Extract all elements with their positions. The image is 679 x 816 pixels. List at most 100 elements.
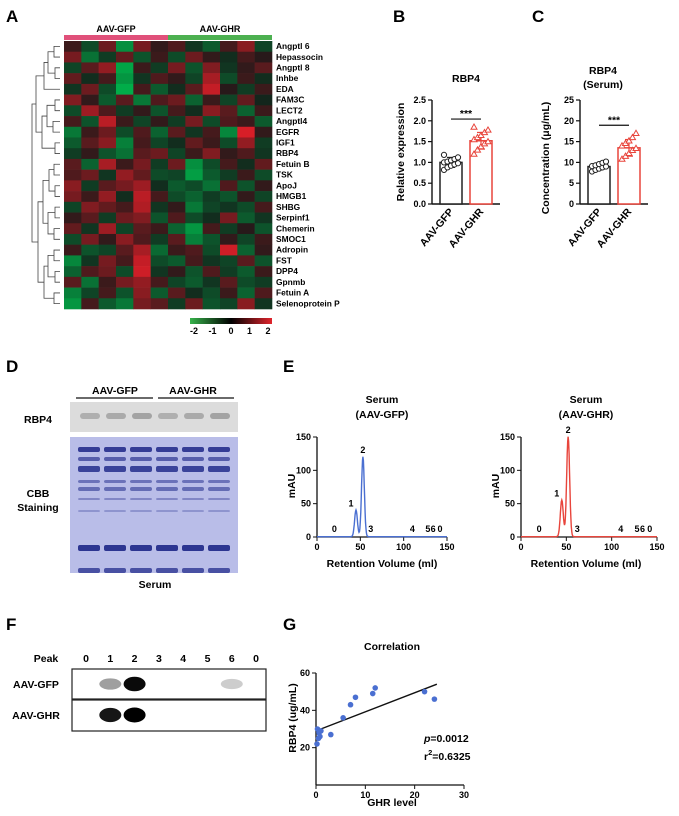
gel-band <box>182 545 204 551</box>
heatmap-cell <box>81 201 99 213</box>
heatmap-cell <box>81 276 99 288</box>
chart-c-title-line1: RBP4 <box>589 65 617 77</box>
panel-label-g: G <box>283 615 296 634</box>
regression-line <box>315 683 438 732</box>
heatmap-cell <box>150 158 169 170</box>
heatmap-cell <box>202 180 221 192</box>
data-point <box>372 685 379 691</box>
heatmap-cell <box>220 201 238 213</box>
gel-band <box>104 487 126 491</box>
heatmap-gene-label: Hepassocin <box>276 52 323 62</box>
heatmap-cell <box>254 41 273 53</box>
heatmap-cell <box>220 73 238 85</box>
heatmap-cell <box>185 201 203 213</box>
data-point <box>352 694 359 701</box>
heatmap-cell <box>168 137 186 149</box>
heatmap-cell <box>202 223 221 235</box>
heatmap-cell <box>202 126 221 138</box>
y-tick-label: 2.0 <box>413 116 426 126</box>
heatmap-cell <box>237 105 255 117</box>
heatmap-cell <box>64 137 82 149</box>
chart-g-pvalue: p=0.0012 <box>423 733 469 745</box>
heatmap-cell <box>150 105 169 117</box>
heatmap-scale-tick: -2 <box>190 326 198 336</box>
heatmap-cell <box>64 266 82 278</box>
y-tick-label: 1.5 <box>413 137 426 147</box>
panel-label-f: F <box>6 615 16 634</box>
heatmap-cell <box>116 94 134 106</box>
heatmap-cell <box>168 276 186 288</box>
heatmap-cell <box>237 73 255 85</box>
gel-band <box>104 480 126 483</box>
heatmap-cell <box>202 287 221 299</box>
chart-e-ghr-title-line1: Serum <box>570 394 603 406</box>
gel-band <box>208 545 230 551</box>
chart-g-r-exponent: 2 <box>428 748 432 757</box>
peak-column-label: 5 <box>205 653 211 665</box>
y-tick-label: 0 <box>510 532 515 542</box>
heatmap-cell <box>237 266 255 278</box>
data-point <box>632 144 640 151</box>
blot-d-footer: Serum <box>139 579 172 591</box>
heatmap-gene-label: Serpinf1 <box>276 213 310 223</box>
panel-label-b: B <box>393 7 405 26</box>
heatmap-cell <box>237 287 255 299</box>
heatmap-cell <box>98 255 117 267</box>
heatmap-cell <box>254 105 273 117</box>
panel-label-c: C <box>532 7 544 26</box>
y-tick-label: 2.5 <box>413 95 426 105</box>
heatmap-cell <box>64 287 82 299</box>
heatmap-cell <box>150 148 169 160</box>
heatmap-cell <box>254 191 273 203</box>
heatmap-cell <box>81 51 99 63</box>
chart-c-title-line2: (Serum) <box>583 79 623 91</box>
heatmap-cell <box>237 233 255 245</box>
heatmap-cell <box>81 126 99 138</box>
data-point <box>328 731 334 738</box>
heatmap-cell <box>185 83 203 95</box>
heatmap-cell <box>81 158 99 170</box>
heatmap-cell <box>133 255 151 267</box>
heatmap-cell <box>220 255 238 267</box>
y-tick-label: 5 <box>569 178 574 188</box>
heatmap-cell <box>202 158 221 170</box>
heatmap-cell <box>168 298 186 310</box>
chart-g-title: Correlation <box>364 641 420 653</box>
heatmap-cell <box>116 148 134 160</box>
heatmap-cell <box>168 244 186 256</box>
gel-band <box>130 457 152 461</box>
heatmap-cell <box>133 287 151 299</box>
heatmap-cell <box>220 266 238 278</box>
heatmap-cell <box>133 105 151 117</box>
heatmap: AAV-GFP AAV-GHR Angptl 6HepassocinAngptl… <box>31 24 340 336</box>
peak-label: 4 <box>618 524 623 534</box>
gel-band <box>104 466 126 472</box>
heatmap-cell <box>237 201 255 213</box>
heatmap-gene-label: Chemerin <box>276 223 315 233</box>
heatmap-cell <box>237 62 255 74</box>
heatmap-cell <box>116 73 134 85</box>
heatmap-gene-label: ApoJ <box>276 180 297 190</box>
heatmap-cell <box>202 298 221 310</box>
blot-f-bands <box>99 676 243 723</box>
heatmap-gene-label: RBP4 <box>276 148 299 158</box>
gel-band <box>182 568 204 573</box>
heatmap-cell <box>150 233 169 245</box>
peak-column-label: 1 <box>107 653 113 665</box>
x-tick-label: 0 <box>313 790 318 800</box>
heatmap-cell <box>116 51 134 63</box>
chart-b: RBP4 Relative expression 0.0 0.5 1.0 1.5 2.0… <box>395 73 500 250</box>
heatmap-cell <box>202 255 221 267</box>
heatmap-cell <box>220 223 238 235</box>
heatmap-cell <box>254 73 273 85</box>
heatmap-cell <box>254 223 273 235</box>
heatmap-cell <box>220 276 238 288</box>
heatmap-cell <box>64 158 82 170</box>
heatmap-cell <box>81 233 99 245</box>
heatmap-cell <box>168 287 186 299</box>
heatmap-cell <box>237 116 255 128</box>
heatmap-cell <box>98 158 117 170</box>
heatmap-cell <box>202 41 221 53</box>
gel-band <box>130 510 152 512</box>
